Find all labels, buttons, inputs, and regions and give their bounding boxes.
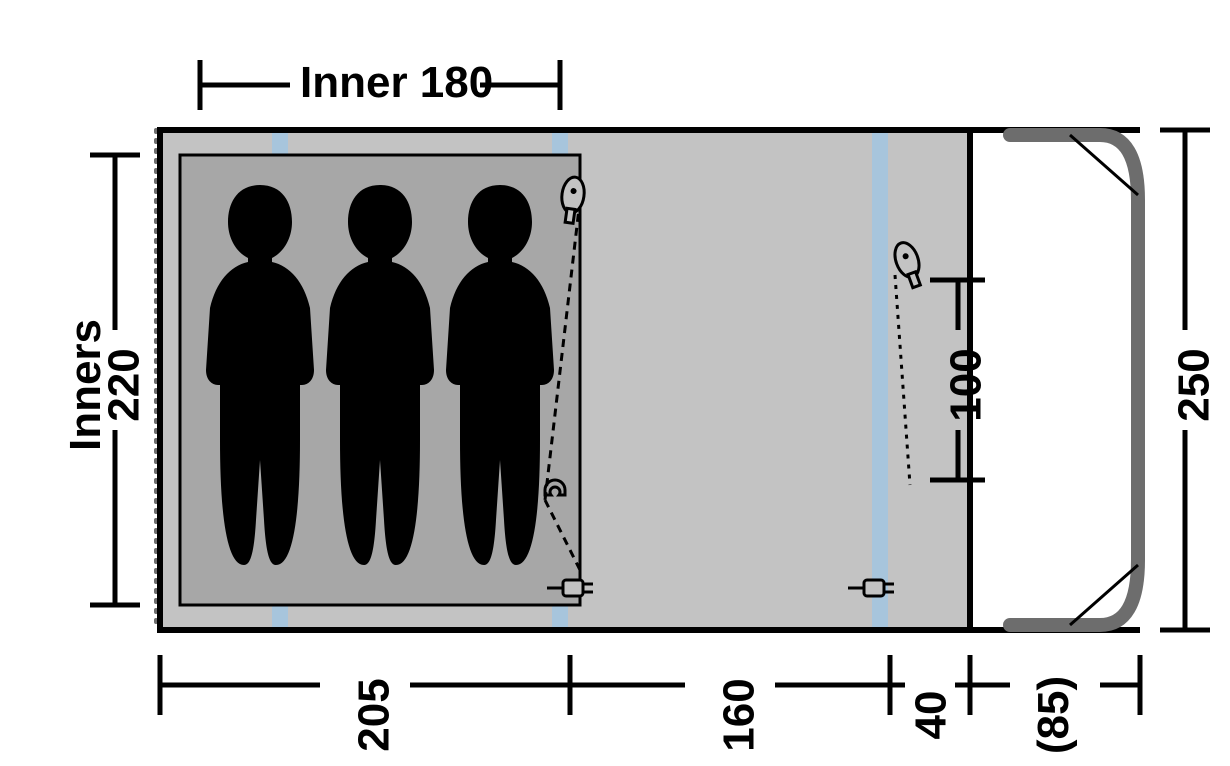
tent-floorplan-diagram: Inner 180 Inners 220 250 100 205 160 40 … <box>0 0 1230 761</box>
floorplan-svg <box>0 0 1230 761</box>
dim-label-100: 100 <box>942 348 992 421</box>
air-pole-3 <box>872 133 888 627</box>
dim-label-205: 205 <box>350 678 400 751</box>
dim-label-85: (85) <box>1029 676 1079 754</box>
dim-label-160: 160 <box>715 678 765 751</box>
dim-label-40: 40 <box>906 691 956 740</box>
dim-label-top-inner: Inner 180 <box>300 58 493 108</box>
dim-label-220: 220 <box>100 348 150 421</box>
dim-bottom <box>160 655 1140 715</box>
dim-label-250: 250 <box>1170 348 1220 421</box>
porch-curve <box>1010 135 1138 625</box>
